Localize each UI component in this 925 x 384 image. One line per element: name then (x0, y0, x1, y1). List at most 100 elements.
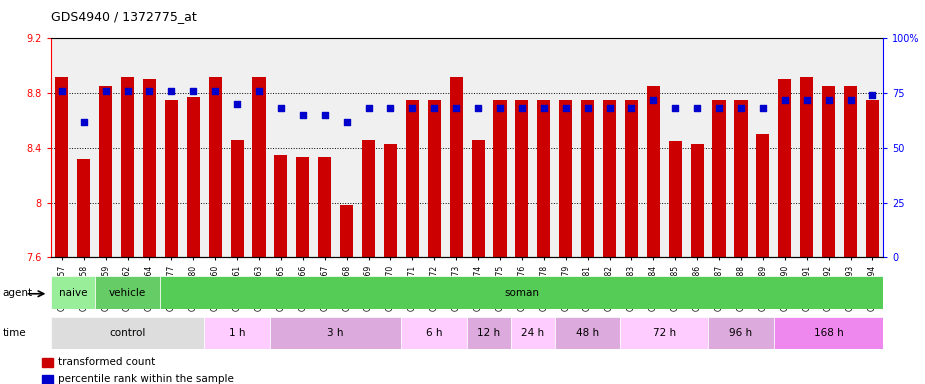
Point (252, 88, 266, 94)
FancyBboxPatch shape (621, 317, 709, 349)
Bar (757, 134, 770, 257)
Point (98, 88, 113, 94)
Bar (384, 144, 397, 257)
Point (514, 105, 529, 111)
Point (734, 105, 748, 111)
Point (426, 105, 441, 111)
Bar (493, 100, 507, 257)
FancyBboxPatch shape (774, 317, 883, 349)
Text: percentile rank within the sample: percentile rank within the sample (57, 374, 234, 384)
Point (229, 101, 244, 107)
Text: 24 h: 24 h (522, 328, 545, 338)
Bar (56, 77, 68, 257)
Point (690, 105, 705, 111)
Bar (209, 77, 222, 257)
Point (120, 88, 135, 94)
Text: transformed count: transformed count (57, 358, 155, 367)
Point (405, 105, 420, 111)
Text: soman: soman (504, 288, 539, 298)
Point (186, 88, 201, 94)
Point (383, 105, 398, 111)
Text: agent: agent (3, 288, 33, 298)
Point (843, 97, 857, 103)
Bar (844, 86, 857, 257)
Bar (253, 77, 265, 257)
Bar (537, 100, 550, 257)
Point (361, 105, 376, 111)
Bar (625, 100, 638, 257)
Bar (99, 86, 112, 257)
Bar (734, 100, 747, 257)
Point (668, 105, 683, 111)
Bar (450, 77, 462, 257)
Bar (296, 157, 309, 257)
Point (295, 112, 310, 118)
Point (449, 105, 463, 111)
Bar (142, 79, 156, 257)
Point (142, 88, 157, 94)
Point (339, 119, 354, 125)
Point (624, 105, 639, 111)
Text: 48 h: 48 h (576, 328, 599, 338)
Text: naive: naive (58, 288, 87, 298)
Bar (340, 205, 353, 257)
FancyBboxPatch shape (160, 276, 883, 309)
Bar (515, 100, 528, 257)
Bar (77, 159, 91, 257)
Bar (42, 375, 54, 384)
FancyBboxPatch shape (467, 317, 511, 349)
Text: GDS4940 / 1372775_at: GDS4940 / 1372775_at (51, 10, 197, 23)
Bar (362, 140, 376, 257)
Bar (669, 141, 682, 257)
Bar (406, 100, 419, 257)
Text: time: time (3, 328, 27, 338)
Point (821, 97, 836, 103)
Point (580, 105, 595, 111)
Text: 6 h: 6 h (426, 328, 442, 338)
Text: 1 h: 1 h (228, 328, 245, 338)
Point (55, 88, 69, 94)
FancyBboxPatch shape (555, 317, 621, 349)
Bar (275, 155, 288, 257)
Point (602, 105, 617, 111)
Bar (42, 358, 54, 367)
Point (559, 105, 574, 111)
Bar (318, 157, 331, 257)
Point (756, 105, 771, 111)
Bar (581, 100, 594, 257)
Text: 96 h: 96 h (730, 328, 753, 338)
Point (865, 92, 880, 98)
Text: control: control (109, 328, 146, 338)
Bar (230, 140, 243, 257)
Point (164, 88, 179, 94)
FancyBboxPatch shape (51, 276, 94, 309)
Point (536, 105, 551, 111)
Point (711, 105, 726, 111)
FancyBboxPatch shape (270, 317, 401, 349)
Point (77, 119, 92, 125)
Point (777, 97, 792, 103)
Bar (800, 77, 813, 257)
Bar (427, 100, 441, 257)
FancyBboxPatch shape (94, 276, 160, 309)
Point (208, 88, 223, 94)
Text: 3 h: 3 h (327, 328, 344, 338)
Bar (822, 86, 835, 257)
Text: vehicle: vehicle (109, 288, 146, 298)
Bar (165, 100, 178, 257)
Bar (778, 79, 792, 257)
Text: 72 h: 72 h (653, 328, 676, 338)
Text: 12 h: 12 h (477, 328, 500, 338)
FancyBboxPatch shape (511, 317, 555, 349)
Point (493, 105, 508, 111)
FancyBboxPatch shape (401, 317, 467, 349)
Text: 168 h: 168 h (814, 328, 844, 338)
FancyBboxPatch shape (204, 317, 270, 349)
Point (317, 112, 332, 118)
Bar (472, 140, 485, 257)
Bar (691, 144, 704, 257)
Bar (712, 100, 725, 257)
Point (274, 105, 289, 111)
Point (471, 105, 486, 111)
Bar (121, 77, 134, 257)
